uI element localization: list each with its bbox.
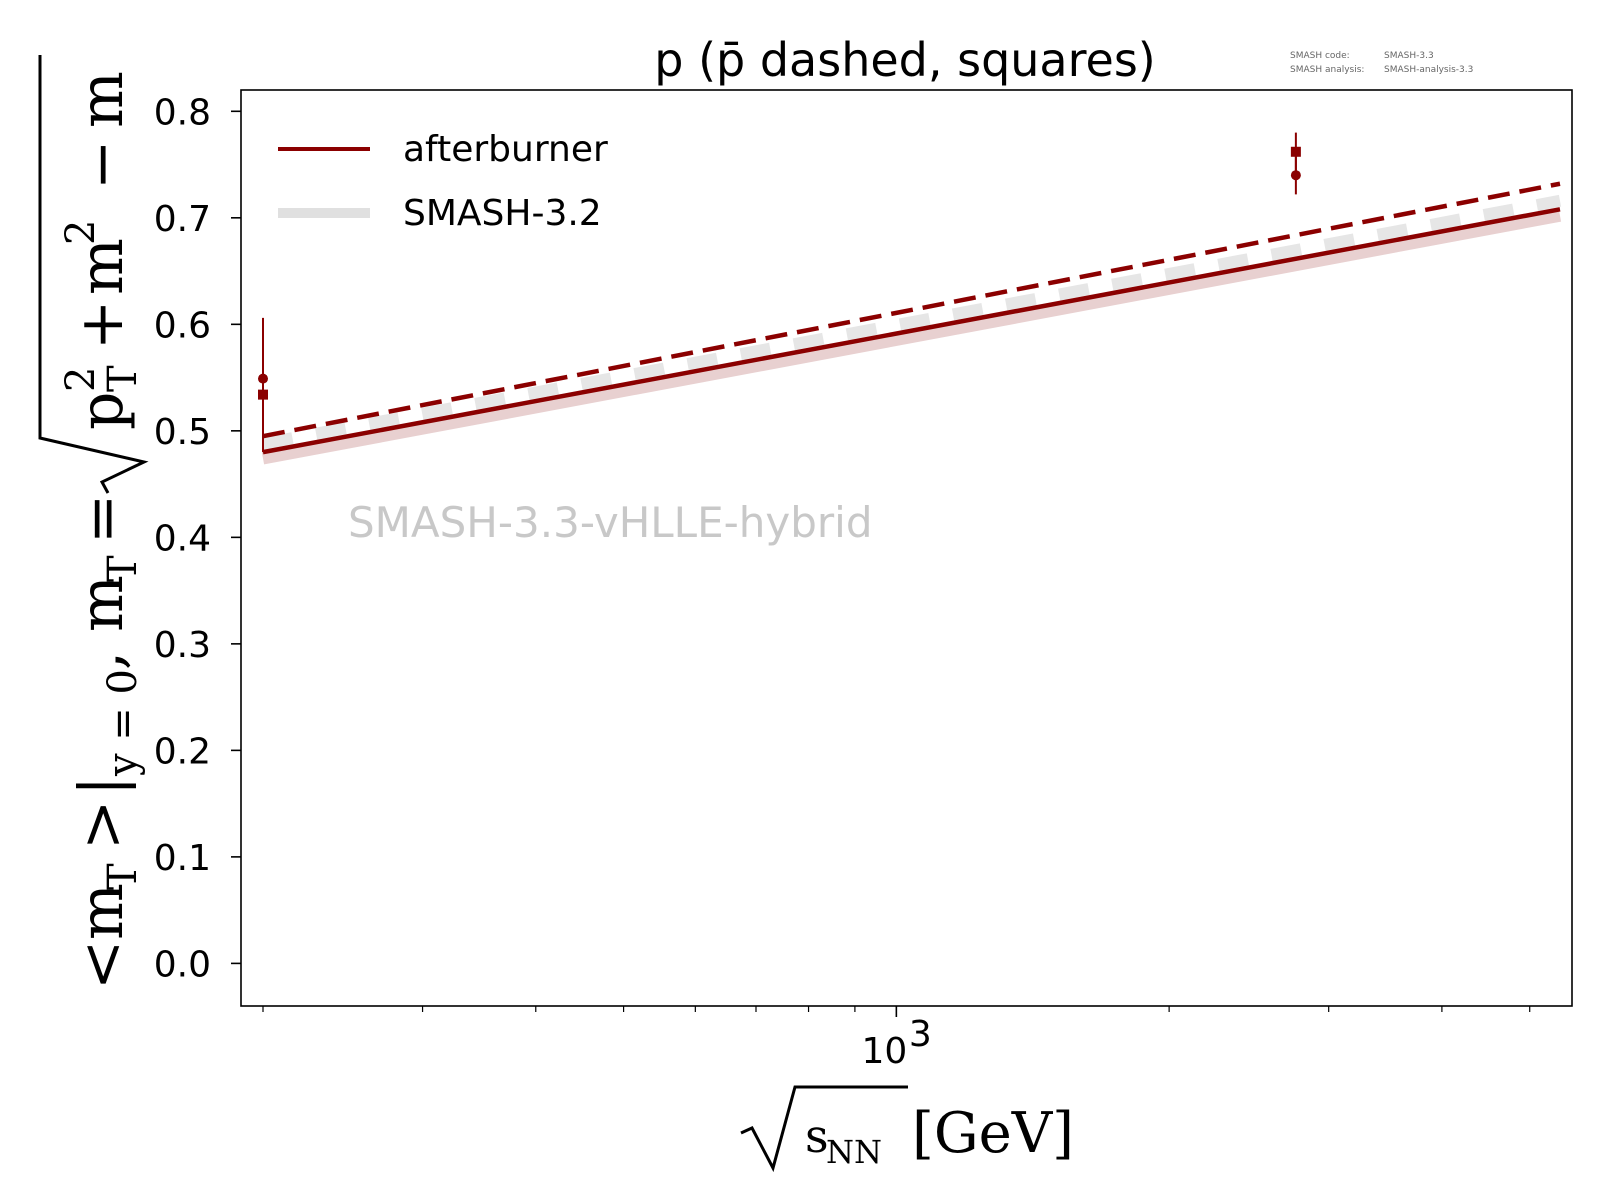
meta-code-label: SMASH code: (1290, 51, 1350, 61)
y-tick-label-1: 0.1 (154, 838, 211, 879)
y-axis-ticks: 0.0 0.1 0.2 0.3 0.4 0.5 0.6 0.7 0.8 (154, 92, 241, 985)
y-label-pt-2: 2 (58, 367, 104, 392)
x-tick-label-exponent: 3 (909, 1014, 932, 1055)
legend-label-smash: SMASH-3.2 (403, 193, 602, 234)
y-label-comma: , (67, 651, 137, 670)
x-label-unit: [GeV] (912, 1101, 1074, 1166)
y-label-sqrt-sign (38, 55, 149, 494)
x-label-sqrt-sign (740, 1085, 908, 1173)
marker-square-1 (258, 389, 268, 400)
chart-title: p (p̄ dashed, squares) (654, 33, 1155, 87)
y-label-eq: = (67, 494, 137, 544)
watermark: SMASH-3.3-vHLLE-hybrid (348, 498, 873, 547)
y-label-mt-m: m (67, 575, 137, 632)
y-tick-label-5: 0.5 (154, 412, 211, 453)
x-tick-label-base: 10 (861, 1031, 907, 1072)
y-label-minus: − (67, 140, 137, 190)
afterburner-line-proton (262, 207, 1561, 455)
y-tick-label-3: 0.3 (154, 625, 211, 666)
y-label-mt-t: T (100, 555, 146, 582)
y-label-m2-2: 2 (58, 220, 104, 245)
y-tick-label-8: 0.8 (154, 92, 211, 133)
y-label-m: m (67, 883, 137, 940)
plot-frame (240, 89, 1573, 1007)
smash-bands (261, 194, 1562, 465)
y-label-m2: m (67, 238, 137, 295)
marker-circle-2 (1290, 170, 1301, 181)
meta-analysis-label: SMASH analysis: (1290, 65, 1364, 75)
x-axis-ticks: 10 3 (262, 1006, 1531, 1072)
y-tick-label-2: 0.2 (154, 731, 211, 772)
meta-analysis-value: SMASH-analysis-3.3 (1384, 65, 1473, 75)
y-tick-label-0: 0.0 (154, 944, 211, 985)
y-tick-label-7: 0.7 (154, 199, 211, 240)
y-label-t: T (100, 863, 146, 890)
meta-info: SMASH code: SMASH-3.3 SMASH analysis: SM… (1290, 51, 1473, 75)
y-label-open: < (67, 940, 137, 990)
x-axis-label: s NN [GeV] (740, 1085, 1074, 1173)
meta-code-value: SMASH-3.3 (1384, 51, 1434, 61)
legend: afterburner SMASH-3.2 (278, 129, 608, 234)
y-label-plus: + (67, 300, 137, 350)
legend-label-afterburner: afterburner (403, 129, 608, 170)
data-points (258, 132, 1301, 453)
smash-band-1 (261, 194, 1562, 450)
y-tick-label-4: 0.4 (154, 518, 211, 559)
marker-square-3 (1290, 146, 1301, 157)
y-label-gt: > (67, 800, 137, 850)
y-tick-label-6: 0.6 (154, 305, 211, 346)
y-label-pt-t: T (100, 365, 146, 392)
afterburner-lines (262, 181, 1561, 455)
y-label-ysub: y = 0 (100, 669, 146, 777)
afterburner-line-antiproton (262, 181, 1561, 439)
y-axis-label: < m T > | y = 0 , m T = p T 2 + m 2 − m (38, 55, 149, 990)
x-label-nn: NN (826, 1133, 882, 1171)
smash-band-0 (261, 209, 1562, 465)
y-label-m-end: m (67, 71, 137, 128)
x-label-s: s (805, 1109, 829, 1163)
y-label-p: p (67, 392, 137, 430)
y-label-bar: | (67, 776, 137, 796)
